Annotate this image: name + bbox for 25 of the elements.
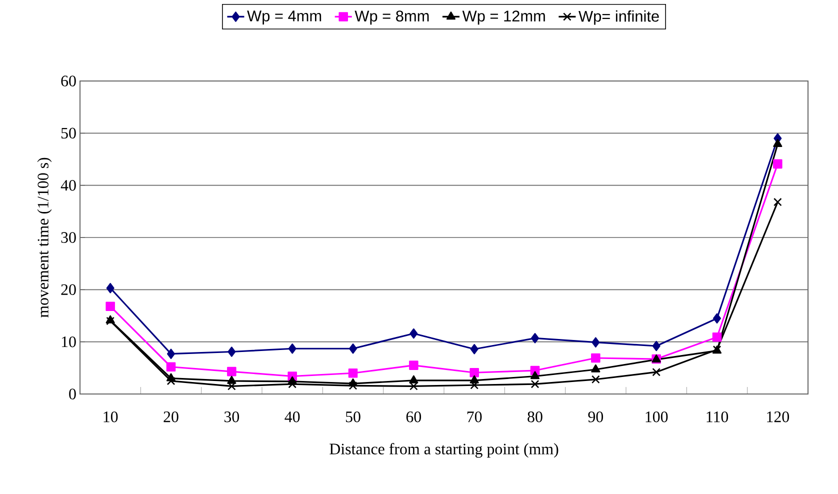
x-tick-label: 10 bbox=[104, 411, 118, 422]
y-tick-label: 10 bbox=[62, 336, 76, 348]
x-tick-label: 100 bbox=[646, 411, 668, 422]
y-tick-label: 60 bbox=[61, 76, 76, 86]
x-tick-label: 50 bbox=[346, 411, 360, 422]
y-tick-label: 20 bbox=[61, 284, 76, 296]
legend-label: Wp = 8mm bbox=[354, 10, 429, 25]
x-tick-label: 70 bbox=[467, 411, 482, 422]
legend-label: Wp = 4mm bbox=[247, 10, 322, 24]
x-tick-label: 30 bbox=[224, 411, 240, 422]
y-axis-title: movement time (1/100 s) bbox=[37, 158, 52, 318]
x-tick-label: 120 bbox=[767, 411, 790, 422]
legend-label: Wp= infinite bbox=[578, 10, 659, 25]
x-tick-label: 40 bbox=[284, 411, 300, 422]
x-tick-label: 60 bbox=[406, 411, 422, 422]
y-tick-label: 50 bbox=[61, 128, 76, 139]
legend-label: Wp = 12mm bbox=[462, 10, 545, 25]
x-tick-label: 110 bbox=[706, 411, 728, 422]
y-tick-label: 0 bbox=[69, 388, 76, 400]
x-axis-title: Distance from a starting point (mm) bbox=[330, 443, 558, 458]
x-tick-label: 20 bbox=[164, 411, 178, 422]
x-tick-label: 80 bbox=[528, 411, 542, 422]
x-tick-label: 90 bbox=[588, 411, 604, 422]
y-tick-label: 30 bbox=[61, 232, 76, 243]
y-tick-label: 40 bbox=[60, 180, 76, 191]
